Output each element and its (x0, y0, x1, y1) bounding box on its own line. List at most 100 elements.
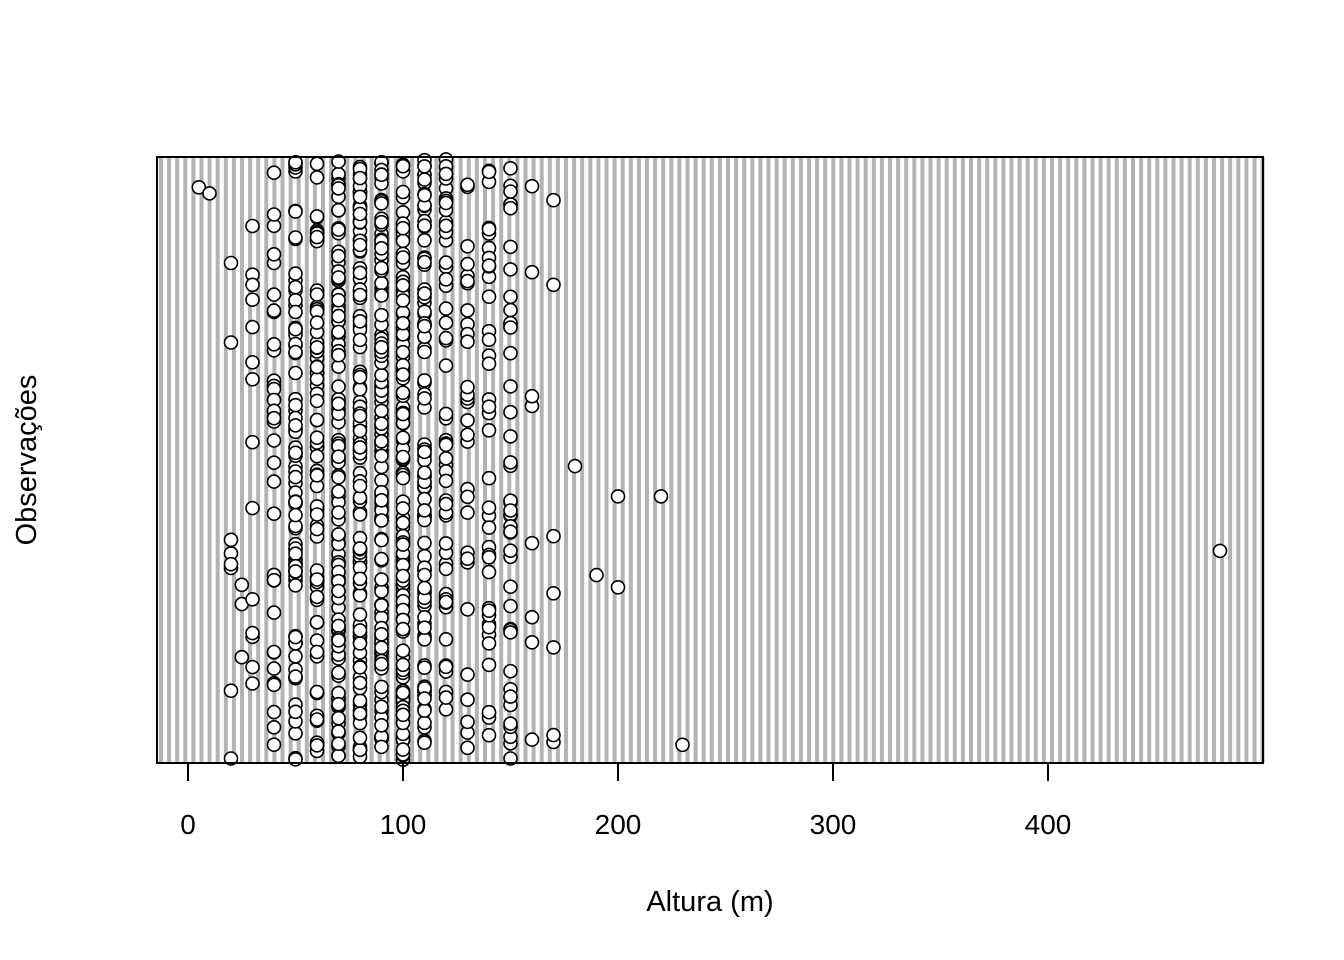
data-point (395, 250, 411, 265)
data-point (460, 334, 475, 350)
data-point (288, 230, 303, 245)
data-point (438, 315, 454, 331)
data-point (417, 233, 432, 248)
data-point (374, 214, 389, 230)
data-point (395, 367, 411, 382)
data-point (546, 192, 561, 208)
data-point (352, 623, 368, 638)
data-point (503, 689, 518, 704)
data-point (191, 180, 207, 195)
data-point (374, 572, 389, 587)
data-point (374, 532, 389, 548)
data-point (395, 515, 411, 531)
data-point (374, 416, 389, 432)
data-point (309, 684, 325, 700)
data-point (309, 156, 325, 172)
data-point (331, 583, 346, 599)
data-point (438, 594, 454, 610)
data-point (395, 184, 411, 200)
data-point (503, 503, 518, 518)
data-point (374, 433, 389, 449)
data-point (567, 458, 583, 474)
data-point (245, 591, 260, 607)
data-point (352, 730, 368, 746)
data-point (352, 706, 368, 721)
data-point (352, 237, 368, 253)
data-point (331, 292, 346, 308)
data-point (524, 388, 540, 404)
data-point (266, 433, 282, 448)
data-point (309, 430, 325, 446)
data-point (481, 422, 497, 438)
data-point (245, 676, 260, 691)
data-point (331, 324, 346, 340)
data-point (438, 631, 454, 647)
data-point (266, 644, 282, 660)
data-point (374, 679, 389, 695)
data-point (460, 427, 475, 443)
data-point (438, 496, 454, 512)
data-point (417, 286, 432, 301)
data-point (374, 307, 389, 323)
data-point (309, 507, 325, 522)
data-point (223, 556, 239, 572)
data-point (266, 719, 282, 735)
data-point (503, 200, 518, 216)
data-point (309, 589, 325, 605)
data-point (374, 167, 389, 182)
data-point (524, 609, 540, 625)
x-tick-label: 400 (1025, 809, 1072, 840)
data-point (309, 521, 325, 537)
data-point (352, 675, 368, 691)
x-axis: 0 100 200 300 400 (180, 762, 1072, 840)
data-point (460, 489, 475, 505)
data-point (288, 321, 303, 337)
data-point (503, 429, 518, 444)
data-point (481, 727, 497, 743)
data-point (503, 302, 518, 318)
data-point (288, 546, 303, 562)
data-point (331, 347, 346, 363)
data-point (266, 207, 282, 222)
data-point (460, 177, 475, 193)
data-point (374, 241, 389, 256)
data-point (266, 661, 282, 676)
data-point (309, 371, 325, 387)
data-point (675, 737, 690, 753)
data-point (481, 258, 497, 273)
data-point (460, 239, 475, 254)
data-point (395, 537, 411, 552)
data-point (288, 155, 303, 170)
data-point (352, 507, 368, 522)
data-point (503, 404, 518, 420)
data-point (331, 618, 346, 634)
data-point (417, 535, 432, 551)
data-point (395, 643, 411, 659)
data-point (395, 406, 411, 422)
data-point (331, 308, 346, 324)
data-point (460, 303, 475, 318)
data-point (352, 287, 368, 303)
data-point (245, 371, 260, 387)
x-tick-label: 300 (810, 809, 857, 840)
data-point (266, 704, 282, 720)
data-point (395, 742, 411, 757)
data-point (288, 266, 303, 281)
data-point (481, 564, 497, 580)
data-point (438, 536, 454, 551)
data-point (460, 667, 475, 682)
data-points (191, 152, 1228, 768)
data-point (245, 218, 260, 234)
data-point (460, 256, 475, 272)
data-point (223, 532, 239, 548)
data-point (417, 159, 432, 174)
data-point (266, 474, 282, 489)
data-point (374, 717, 389, 733)
data-point (234, 649, 250, 665)
data-point (309, 614, 325, 630)
data-point (266, 506, 282, 522)
data-point (223, 335, 239, 350)
data-point (395, 449, 411, 465)
data-point (460, 379, 475, 395)
data-point (245, 659, 260, 675)
